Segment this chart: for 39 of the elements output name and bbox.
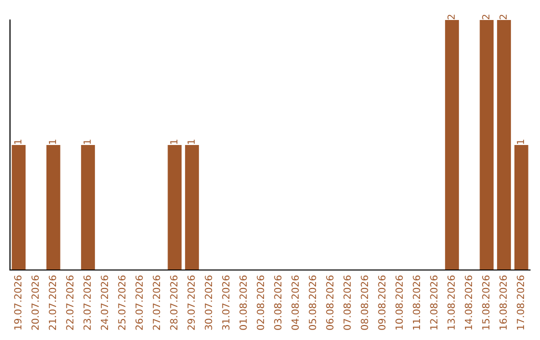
x-tick-label: 29.07.2026	[187, 275, 195, 330]
x-tick-label: 04.08.2026	[291, 275, 299, 330]
x-tick-label: 27.07.2026	[152, 275, 160, 330]
x-tick-label: 06.08.2026	[326, 275, 334, 330]
x-tick-label: 13.08.2026	[447, 275, 455, 330]
x-tick-label: 30.07.2026	[204, 275, 212, 330]
x-tick-label: 05.08.2026	[308, 275, 316, 330]
x-tick-label: 08.08.2026	[360, 275, 368, 330]
x-tick-label: 25.07.2026	[118, 275, 126, 330]
x-tick-label: 07.08.2026	[343, 275, 351, 330]
x-tick-label: 03.08.2026	[274, 275, 282, 330]
x-tick-label: 17.08.2026	[516, 275, 524, 330]
x-tick-label: 23.07.2026	[83, 275, 91, 330]
x-tick-label: 14.08.2026	[464, 275, 472, 330]
data-label: 1	[516, 140, 524, 144]
x-tick-label: 24.07.2026	[100, 275, 108, 330]
data-label: 1	[84, 140, 91, 144]
x-tick-label: 15.08.2026	[482, 275, 490, 330]
x-tick-label: 31.07.2026	[222, 275, 230, 330]
x-tick-label: 20.07.2026	[31, 275, 39, 330]
x-tick-label: 22.07.2026	[66, 275, 74, 330]
x-tick-label: 02.08.2026	[256, 275, 264, 330]
x-tick-label: 21.07.2026	[48, 275, 56, 330]
x-tick-label: 11.08.2026	[412, 275, 420, 330]
x-tick-label: 12.08.2026	[430, 275, 438, 330]
data-label: 2	[447, 14, 455, 20]
data-label: 2	[499, 14, 507, 20]
data-label: 2	[482, 14, 490, 20]
x-tick-label: 16.08.2026	[499, 275, 507, 330]
data-label: 1	[170, 140, 178, 144]
x-tick-label: 09.08.2026	[378, 275, 386, 330]
data-label: 1	[188, 140, 195, 144]
data-label: 1	[14, 140, 22, 144]
x-tick-label: 26.07.2026	[135, 275, 143, 330]
x-tick-label: 01.08.2026	[239, 275, 247, 330]
data-label: 1	[48, 140, 56, 144]
x-tick-label: 19.07.2026	[14, 275, 22, 330]
x-tick-label: 10.08.2026	[395, 275, 403, 330]
x-tick-label: 28.07.2026	[170, 275, 178, 330]
